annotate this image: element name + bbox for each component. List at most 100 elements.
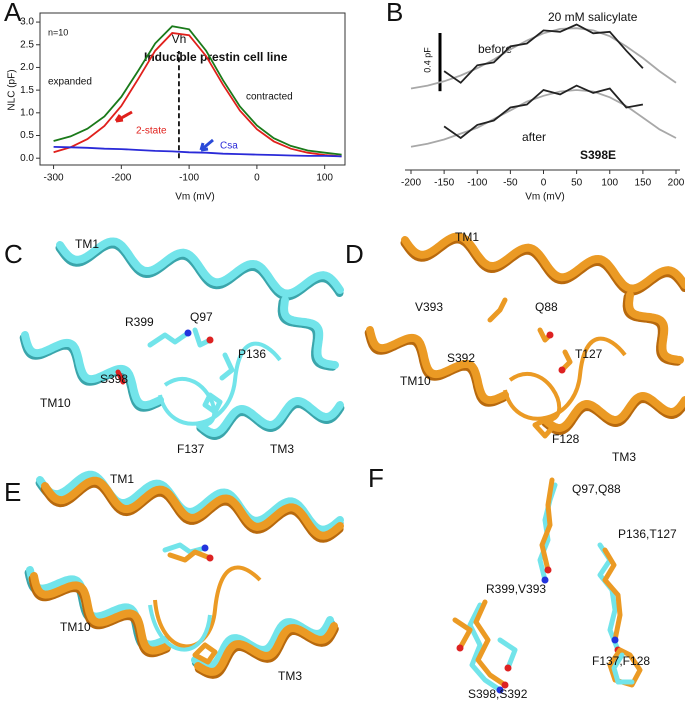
atom [611, 636, 619, 644]
side-chain [147, 330, 191, 348]
y-tick-label: 1.5 [20, 85, 34, 96]
y-tick-label: 0.0 [20, 153, 34, 164]
structure-label: Q97 [190, 310, 213, 324]
panel-letter: A [4, 0, 22, 27]
loop [163, 376, 217, 427]
x-tick-label: -100 [467, 178, 487, 189]
helix [21, 331, 164, 410]
plot-frame [39, 12, 346, 166]
side-chain [559, 349, 573, 373]
annotation: S398E [580, 148, 616, 162]
side-chain [532, 417, 555, 439]
reference-label: Vh [172, 32, 187, 46]
structure-label: Q97,Q88 [572, 482, 621, 496]
atom [504, 664, 512, 672]
structure-label: TM3 [270, 442, 294, 456]
structure-label: P136 [238, 347, 266, 361]
helix [41, 476, 344, 540]
helix [36, 470, 344, 534]
loop [503, 336, 627, 421]
series-line [443, 23, 644, 84]
x-tick-label: 200 [668, 178, 685, 189]
atom [541, 576, 549, 584]
scale-bar-label: 0.4 pF [422, 47, 432, 73]
side-chain [467, 602, 503, 693]
x-tick-label: 150 [635, 178, 652, 189]
structure-label: TM3 [278, 669, 302, 683]
structure-label: T127 [575, 347, 603, 361]
x-tick-label: -100 [179, 173, 199, 184]
annotation: Inducible prestin cell line [144, 50, 288, 64]
atom [456, 644, 464, 652]
panel-letter: D [345, 239, 364, 269]
structure-label: TM1 [75, 237, 99, 251]
panel-letter: E [4, 477, 21, 507]
x-tick-label: 100 [316, 173, 333, 184]
side-chain [192, 327, 213, 348]
helix [541, 391, 685, 433]
x-tick-label: -200 [111, 173, 131, 184]
structure-label: TM1 [110, 472, 134, 486]
annotation: expanded [48, 77, 92, 88]
y-axis-label: NLC (pF) [7, 69, 18, 110]
loop [508, 371, 562, 422]
structure-label: F128 [552, 432, 580, 446]
atom [501, 681, 509, 689]
side-chain [611, 652, 635, 685]
series-line [410, 89, 677, 148]
structure-label: R399 [125, 315, 154, 329]
side-chain [452, 617, 473, 651]
side-chain [219, 352, 235, 381]
x-tick-label: 0 [541, 178, 547, 189]
x-tick-label: -150 [434, 178, 454, 189]
side-chain [539, 477, 555, 573]
structure-label: F137,F128 [592, 654, 650, 668]
annotation: 20 mM salicylate [548, 10, 638, 24]
structure-label: TM10 [400, 374, 431, 388]
helix [280, 296, 339, 369]
structure-label: S398 [100, 372, 128, 386]
series-line [53, 32, 342, 158]
structure-label: S392 [447, 351, 475, 365]
structure-label: TM3 [612, 450, 636, 464]
side-chain [607, 647, 643, 688]
series-line [443, 84, 644, 140]
atom [201, 544, 209, 552]
y-tick-label: 1.0 [20, 107, 34, 118]
x-tick-label: 50 [571, 178, 583, 189]
atom [546, 331, 554, 339]
helix [401, 232, 685, 293]
loop [158, 341, 282, 426]
panel-letter: B [386, 0, 403, 27]
series-label: 2-state [136, 126, 167, 137]
panel-letter: C [4, 239, 23, 269]
structure-label: R399,V393 [486, 582, 546, 596]
x-tick-label: -200 [401, 178, 421, 189]
annotation: after [522, 130, 546, 144]
helix [194, 622, 338, 676]
loop [153, 565, 262, 649]
y-tick-label: 2.5 [20, 39, 34, 50]
atom [206, 336, 214, 344]
structure-art [19, 232, 685, 694]
arrow [114, 110, 133, 123]
x-axis-label: Vm (mV) [175, 192, 214, 203]
x-tick-label: -300 [44, 173, 64, 184]
atom [558, 366, 566, 374]
side-chain [162, 542, 208, 555]
side-chain [115, 369, 126, 385]
helix [366, 326, 509, 405]
atom [496, 686, 504, 694]
annotation: contracted [246, 92, 293, 103]
x-axis-label: Vm (mV) [525, 192, 564, 203]
structure-label: P136,T127 [618, 527, 677, 541]
series-label: Csa [220, 141, 238, 152]
side-chain [602, 547, 623, 643]
loop [148, 604, 212, 652]
helix [56, 237, 344, 298]
helix [30, 572, 172, 655]
y-tick-label: 0.5 [20, 130, 34, 141]
structure-label: S398,S392 [468, 687, 528, 701]
